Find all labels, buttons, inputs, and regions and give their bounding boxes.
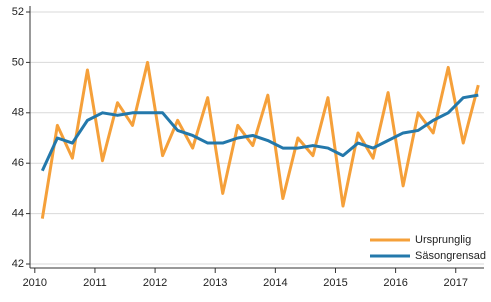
x-tick-label: 2013 — [203, 277, 227, 289]
x-tick-label: 2012 — [143, 277, 167, 289]
y-tick-label: 52 — [12, 6, 24, 18]
x-tick-label: 2014 — [263, 277, 287, 289]
x-tick-label: 2016 — [383, 277, 407, 289]
series-line — [40, 93, 479, 172]
y-tick-label: 44 — [12, 208, 24, 220]
y-tick-label: 48 — [12, 107, 24, 119]
y-tick-label: 50 — [12, 56, 24, 68]
x-tick-label: 2010 — [23, 277, 47, 289]
series-line — [40, 60, 480, 219]
x-tick-label: 2015 — [323, 277, 347, 289]
x-tick-label: 2017 — [443, 277, 467, 289]
x-tick-label: 2011 — [83, 277, 107, 289]
legend-label: Säsongrensad — [415, 250, 486, 262]
y-tick-label: 46 — [12, 157, 24, 169]
y-tick-label: 42 — [12, 258, 24, 270]
legend-label: Ursprunglig — [415, 234, 471, 246]
